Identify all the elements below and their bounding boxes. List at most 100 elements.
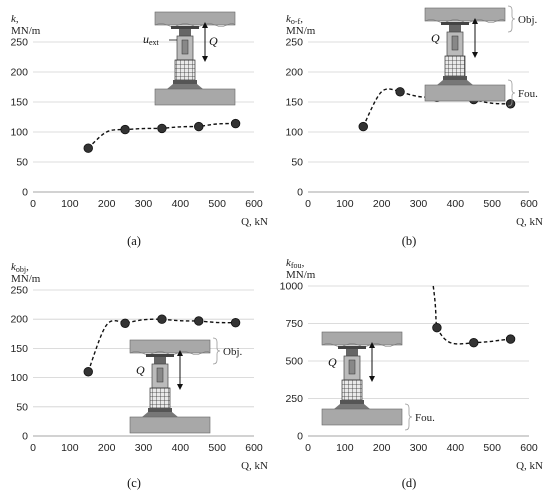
x-tick-label: 300: [410, 442, 428, 454]
jack-top-plate: [146, 354, 174, 357]
chart-panel-d: 0 250 500 750 1000 0 100 200 300 400 500 600 kfou,MN…: [280, 257, 543, 490]
x-tick-label: 500: [208, 198, 226, 210]
data-point: [194, 316, 204, 326]
x-tick-label: 500: [483, 198, 501, 210]
series-line: [87, 318, 236, 372]
object-label: Obj.: [223, 346, 243, 358]
x-tick-label: 100: [336, 442, 354, 454]
x-tick-label: 0: [305, 198, 311, 210]
y-tick-label: 500: [285, 356, 303, 368]
y-tick-label: 100: [10, 372, 28, 384]
foundation-slab: [321, 408, 403, 426]
y-axis-label-comma: ,: [300, 13, 303, 25]
chart-panel-c: 0 50 100 150 200 250 0 100 200 300 400 500 600 kobj,M…: [10, 261, 268, 490]
y-tick-label: 200: [10, 67, 28, 79]
force-arrow-up: [472, 18, 478, 24]
load-cell: [174, 59, 196, 81]
y-tick-label: 1000: [280, 281, 304, 293]
q-label: Q: [328, 355, 337, 369]
jack-head: [154, 357, 166, 364]
data-point: [358, 121, 368, 132]
force-arrow-up: [177, 350, 183, 356]
jack-piston: [181, 39, 189, 55]
y-tick-label: 250: [10, 285, 28, 297]
y-axis-label-subscript: o-f: [291, 17, 301, 26]
y-axis-unit: MN/m: [286, 269, 316, 281]
x-tick-label: 600: [520, 442, 538, 454]
jack-piston: [451, 35, 459, 51]
apparatus-inset: Q Obj. Fou.: [424, 5, 538, 107]
x-tick-label: 200: [98, 198, 116, 210]
jack-footing: [437, 80, 473, 85]
object-slab: [129, 339, 211, 354]
load-cell: [149, 387, 171, 409]
y-tick-label: 0: [22, 187, 28, 199]
series-line: [432, 285, 511, 345]
y-tick-label: 250: [10, 37, 28, 49]
x-tick-label: 400: [172, 442, 190, 454]
object-label: Obj.: [518, 14, 538, 26]
panel-label: (b): [402, 234, 417, 248]
y-tick-label: 250: [285, 393, 303, 405]
y-axis-unit: MN/m: [11, 273, 41, 285]
y-tick-label: 50: [291, 157, 303, 169]
object-slab: [154, 11, 236, 26]
y-tick-label: 0: [297, 431, 303, 443]
force-arrow-down: [202, 56, 208, 62]
q-label: Q: [136, 363, 145, 377]
jack-piston: [348, 359, 356, 375]
x-tick-label: 100: [336, 198, 354, 210]
data-point: [469, 338, 479, 348]
y-axis-label-symbol: k: [286, 257, 292, 269]
x-tick-label: 400: [172, 198, 190, 210]
data-point: [395, 87, 405, 97]
y-tick-label: 100: [285, 127, 303, 139]
object-slab: [424, 7, 506, 22]
y-axis-label-subscript: obj: [16, 265, 26, 274]
data-point: [83, 367, 93, 377]
data-point: [505, 334, 516, 344]
x-tick-label: 500: [208, 442, 226, 454]
y-axis-label-symbol: k: [11, 13, 17, 25]
x-tick-label: 200: [98, 442, 116, 454]
x-tick-label: 200: [373, 198, 391, 210]
x-tick-label: 400: [447, 198, 465, 210]
foundation-brace: [404, 403, 413, 431]
x-tick-label: 0: [305, 442, 311, 454]
foundation-slab: [424, 84, 506, 102]
apparatus-inset: Q Fou.: [321, 331, 435, 431]
foundation-slab: [129, 416, 211, 434]
y-tick-label: 150: [10, 97, 28, 109]
u-label: u: [143, 32, 149, 46]
y-axis-label-subscript: fou: [291, 261, 302, 270]
x-tick-label: 300: [410, 198, 428, 210]
y-axis-label: kfou,: [286, 257, 305, 270]
x-tick-label: 300: [135, 198, 153, 210]
x-tick-label: 300: [135, 442, 153, 454]
x-axis-label: Q, kN: [516, 460, 543, 472]
chart-panel-a: 0 50 100 150 200 250 0 100 200 300 400 500 600 k,MN/m…: [10, 11, 268, 248]
y-tick-label: 50: [16, 157, 28, 169]
y-tick-label: 0: [22, 431, 28, 443]
x-tick-label: 500: [483, 442, 501, 454]
y-tick-label: 750: [285, 318, 303, 330]
y-axis-label-symbol: k: [286, 13, 292, 25]
x-tick-label: 100: [61, 198, 79, 210]
x-tick-label: 100: [61, 442, 79, 454]
x-tick-label: 600: [245, 442, 263, 454]
force-arrow-down: [177, 384, 183, 390]
x-axis-label: Q, kN: [241, 216, 268, 228]
jack-head: [179, 29, 191, 36]
jack-top-plate: [171, 26, 199, 29]
y-axis-label: k,: [11, 13, 19, 25]
object-brace: [507, 5, 516, 33]
data-point: [157, 123, 167, 134]
x-tick-label: 600: [245, 198, 263, 210]
jack-base: [340, 400, 364, 404]
y-axis-label-symbol: k: [11, 261, 17, 273]
data-point: [194, 121, 204, 132]
data-point: [432, 323, 442, 333]
u-subscript: ext: [149, 38, 160, 47]
force-arrow-up: [369, 342, 375, 348]
